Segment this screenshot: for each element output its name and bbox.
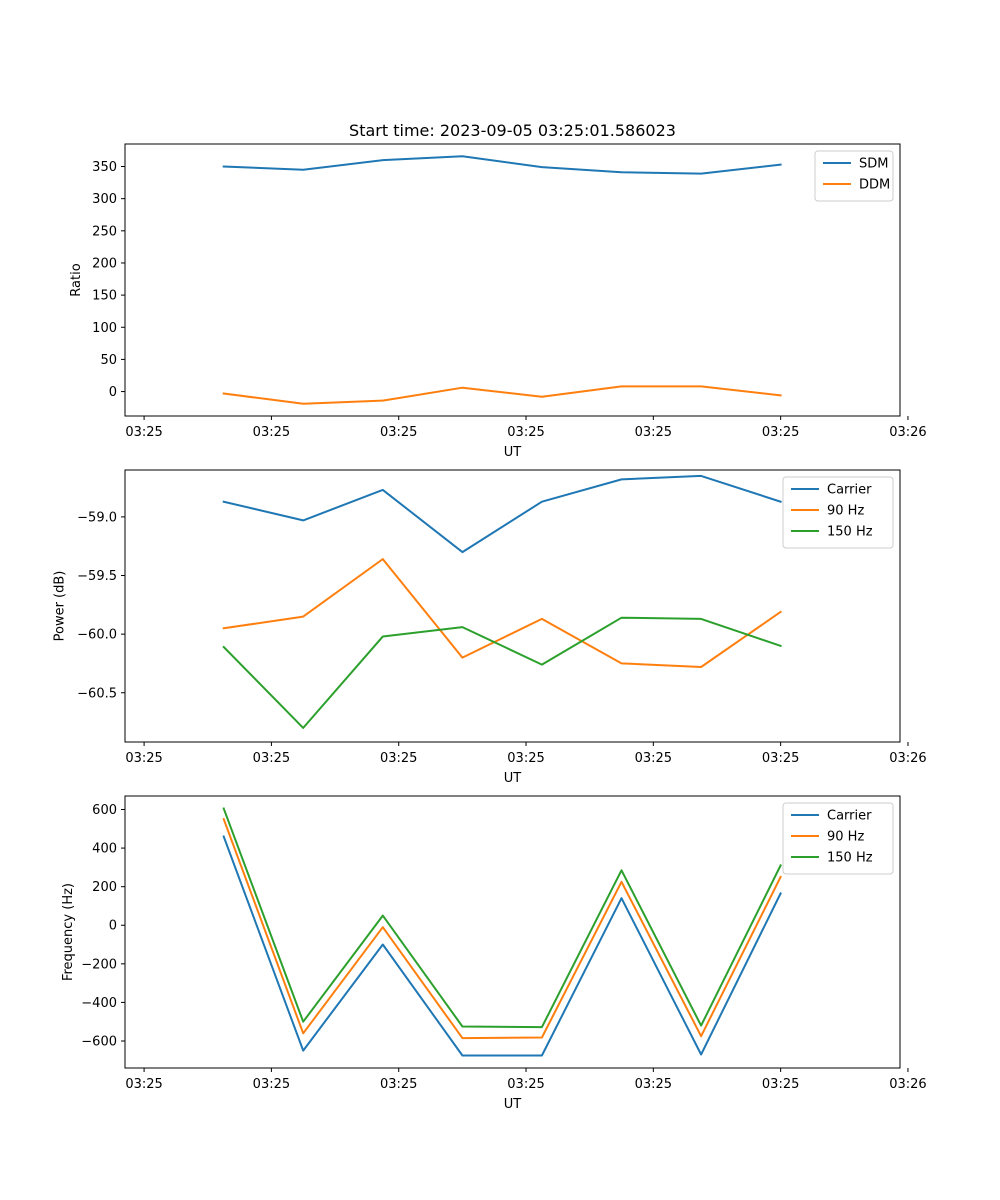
axes-frame [124,469,901,743]
x-tick-label: 03:26 [889,425,926,440]
x-tick-label: 03:25 [253,425,290,440]
x-tick-label: 03:25 [507,1077,544,1092]
series-line-carrier [222,835,782,1057]
x-tick-label: 03:25 [380,425,417,440]
y-axis-label: Frequency (Hz) [61,883,76,981]
y-axis-label: Ratio [69,263,84,296]
x-tick-label: 03:25 [507,425,544,440]
y-tick-label: −60.0 [77,628,117,643]
legend: SDM DDM [814,150,894,202]
legend-label: SDM [859,157,888,172]
y-tick-label: 0 [109,919,117,934]
legend-label: DDM [859,178,890,193]
x-tick-label: 03:25 [125,425,162,440]
legend-label: 90 Hz [827,504,864,519]
x-tick-label: 03:25 [253,751,290,766]
y-tick-label: 0 [109,385,117,400]
x-axis-label: UT [504,1097,522,1112]
y-tick-label: 150 [92,289,117,304]
y-tick-label: 200 [92,880,117,895]
legend-label: Carrier [827,483,872,498]
x-tick-label: 03:26 [889,1077,926,1092]
x-tick-label: 03:26 [889,751,926,766]
series-line-carrier [222,474,782,554]
x-tick-label: 03:25 [762,1077,799,1092]
legend: Carrier 90 Hz 150 Hz [782,802,894,875]
series-line-150-hz [222,807,782,1029]
x-tick-label: 03:25 [507,751,544,766]
x-axis-label: UT [504,445,522,460]
legend-label: 150 Hz [827,851,873,866]
x-axis-label: UT [504,771,522,786]
y-tick-label: −400 [81,996,117,1011]
legend: Carrier 90 Hz 150 Hz [782,476,894,549]
y-tick-label: 600 [92,803,117,818]
subplot-2: 03:25 03:25 03:25 03:25 03:25 03:25 03:26 −60.5… [53,469,927,786]
x-tick-label: 03:25 [125,1077,162,1092]
x-tick-label: 03:25 [635,425,672,440]
y-tick-label: 100 [92,321,117,336]
y-tick-label: −59.5 [77,569,117,584]
x-tick-label: 03:25 [762,751,799,766]
x-tick-label: 03:25 [253,1077,290,1092]
y-tick-label: 250 [92,224,117,239]
y-tick-label: 200 [92,256,117,271]
y-tick-label: 300 [92,192,117,207]
x-tick-label: 03:25 [380,1077,417,1092]
x-tick-label: 03:25 [635,1077,672,1092]
y-axis-label: Power (dB) [53,571,68,642]
y-tick-label: 50 [100,353,117,368]
y-tick-label: −60.5 [77,686,117,701]
y-tick-label: −200 [81,957,117,972]
axes-frame [124,795,901,1069]
y-tick-label: 400 [92,842,117,857]
y-tick-label: −600 [81,1034,117,1049]
legend-label: 150 Hz [827,525,873,540]
legend-label: 90 Hz [827,830,864,845]
axes-frame [124,143,901,417]
x-tick-label: 03:25 [380,751,417,766]
series-line-90-hz [222,558,782,668]
x-tick-label: 03:25 [635,751,672,766]
series-line-90-hz [222,817,782,1040]
series-line-150-hz [222,616,782,729]
legend-label: Carrier [827,809,872,824]
x-tick-label: 03:25 [762,425,799,440]
series-line-ddm [222,385,782,405]
chart-title: Start time: 2023-09-05 03:25:01.586023 [349,121,676,140]
subplot-1: 03:25 03:25 03:25 03:25 03:25 03:25 03:26 0 50 10… [69,143,927,460]
subplot-3: 03:25 03:25 03:25 03:25 03:25 03:25 03:26 −600 −… [61,795,927,1112]
series-line-sdm [222,155,782,175]
y-tick-label: −59.0 [77,510,117,525]
y-tick-label: 350 [92,160,117,175]
x-tick-label: 03:25 [125,751,162,766]
